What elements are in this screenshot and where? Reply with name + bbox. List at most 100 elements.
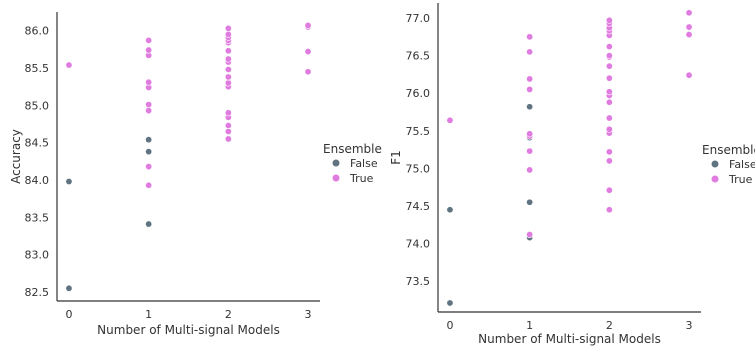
accuracy-point bbox=[224, 122, 232, 130]
f1-point bbox=[685, 71, 693, 79]
accuracy-x-tick-label: 3 bbox=[305, 308, 312, 321]
accuracy-x-tick-label: 2 bbox=[225, 308, 232, 321]
accuracy-y-tick-label: 85.0 bbox=[25, 99, 50, 112]
f1-point bbox=[605, 186, 613, 194]
accuracy-point bbox=[65, 178, 73, 186]
f1-point bbox=[605, 148, 613, 156]
accuracy-legend-title: Ensemble bbox=[323, 142, 382, 156]
accuracy-series-true bbox=[65, 21, 312, 189]
f1-y-tick-label: 74.5 bbox=[406, 200, 431, 213]
accuracy-point bbox=[224, 79, 232, 87]
accuracy-y-tick-label: 84.5 bbox=[25, 137, 50, 150]
f1-legend-marker-true bbox=[711, 175, 719, 183]
f1-point bbox=[526, 198, 534, 206]
f1-x-tick-label: 0 bbox=[446, 319, 453, 332]
f1-point bbox=[685, 31, 693, 39]
accuracy-x-tick-label: 0 bbox=[65, 308, 72, 321]
accuracy-y-tick-label: 83.0 bbox=[25, 249, 50, 262]
f1-point bbox=[605, 62, 613, 70]
accuracy-point bbox=[304, 21, 312, 29]
f1-point bbox=[526, 75, 534, 83]
accuracy-point bbox=[224, 109, 232, 117]
f1-point bbox=[446, 116, 454, 124]
accuracy-point bbox=[145, 101, 153, 109]
accuracy-point bbox=[145, 148, 153, 156]
f1-point bbox=[605, 98, 613, 106]
f1-point bbox=[526, 130, 534, 138]
accuracy-point bbox=[145, 78, 153, 86]
accuracy-point bbox=[224, 66, 232, 74]
accuracy-legend-label-false: False bbox=[350, 157, 378, 170]
accuracy-y-axis-label: Accuracy bbox=[9, 129, 23, 184]
f1-y-tick-label: 77.0 bbox=[406, 12, 431, 25]
f1-y-tick-label: 74.0 bbox=[406, 238, 431, 251]
f1-y-tick-label: 76.5 bbox=[406, 50, 431, 63]
f1-series-true bbox=[446, 9, 693, 239]
f1-chart: 73.5 74.0 74.5 75.0 75.5 76.0 76.5 77.0 0 1 2 3 Numb… bbox=[389, 3, 755, 346]
f1-point bbox=[526, 147, 534, 155]
accuracy-x-tick-label: 1 bbox=[145, 308, 152, 321]
accuracy-point bbox=[224, 127, 232, 135]
f1-point bbox=[605, 114, 613, 122]
accuracy-y-tick-label: 83.5 bbox=[25, 211, 50, 224]
f1-series-false bbox=[446, 103, 534, 307]
f1-point bbox=[526, 166, 534, 174]
f1-point bbox=[605, 206, 613, 214]
accuracy-point bbox=[145, 46, 153, 54]
f1-point bbox=[446, 299, 454, 307]
f1-x-tick-label: 1 bbox=[526, 319, 533, 332]
f1-legend-title: Ensemble bbox=[702, 143, 755, 157]
f1-point bbox=[526, 33, 534, 41]
accuracy-point bbox=[145, 136, 153, 144]
f1-point bbox=[685, 9, 693, 17]
accuracy-y-tick-label: 84.0 bbox=[25, 174, 50, 187]
accuracy-point bbox=[145, 36, 153, 44]
f1-legend-marker-false bbox=[711, 160, 719, 168]
f1-point bbox=[526, 231, 534, 239]
f1-y-axis-label: F1 bbox=[389, 150, 403, 165]
f1-point bbox=[526, 103, 534, 111]
f1-y-tick-label: 75.0 bbox=[406, 162, 431, 175]
f1-point bbox=[526, 85, 534, 93]
f1-point bbox=[605, 52, 613, 60]
accuracy-point bbox=[145, 163, 153, 171]
f1-point bbox=[605, 157, 613, 165]
f1-point bbox=[605, 125, 613, 133]
f1-x-tick-label: 3 bbox=[686, 319, 693, 332]
f1-x-axis-label: Number of Multi-signal Models bbox=[478, 332, 661, 346]
accuracy-point bbox=[304, 68, 312, 76]
f1-y-tick-label: 73.5 bbox=[406, 275, 431, 288]
f1-x-tick-label: 2 bbox=[606, 319, 613, 332]
accuracy-point bbox=[65, 284, 73, 292]
accuracy-point bbox=[224, 73, 232, 81]
accuracy-point bbox=[145, 107, 153, 115]
f1-point bbox=[605, 74, 613, 82]
accuracy-y-tick-label: 82.5 bbox=[25, 286, 50, 299]
accuracy-point bbox=[304, 48, 312, 56]
accuracy-legend-marker-true bbox=[332, 174, 340, 182]
f1-point bbox=[685, 23, 693, 31]
f1-legend-label-false: False bbox=[729, 158, 755, 171]
f1-legend-label-true: True bbox=[728, 173, 753, 186]
accuracy-point bbox=[224, 135, 232, 143]
accuracy-point bbox=[224, 55, 232, 63]
accuracy-x-axis-label: Number of Multi-signal Models bbox=[97, 323, 280, 337]
accuracy-point bbox=[145, 220, 153, 228]
f1-point bbox=[526, 48, 534, 56]
accuracy-point bbox=[145, 181, 153, 189]
f1-point bbox=[605, 16, 613, 24]
f1-y-tick-label: 75.5 bbox=[406, 125, 431, 138]
f1-point bbox=[446, 206, 454, 214]
f1-y-tick-label: 76.0 bbox=[406, 87, 431, 100]
accuracy-point bbox=[224, 47, 232, 55]
accuracy-point bbox=[224, 24, 232, 32]
accuracy-legend-marker-false bbox=[332, 159, 340, 167]
accuracy-series-false bbox=[65, 136, 153, 292]
accuracy-point bbox=[65, 61, 73, 69]
accuracy-y-tick-label: 86.0 bbox=[25, 25, 50, 38]
accuracy-legend-label-true: True bbox=[349, 172, 374, 185]
accuracy-chart: 82.5 83.0 83.5 84.0 84.5 85.0 85.5 86.0 0 1 2 3 Numb… bbox=[9, 12, 382, 337]
